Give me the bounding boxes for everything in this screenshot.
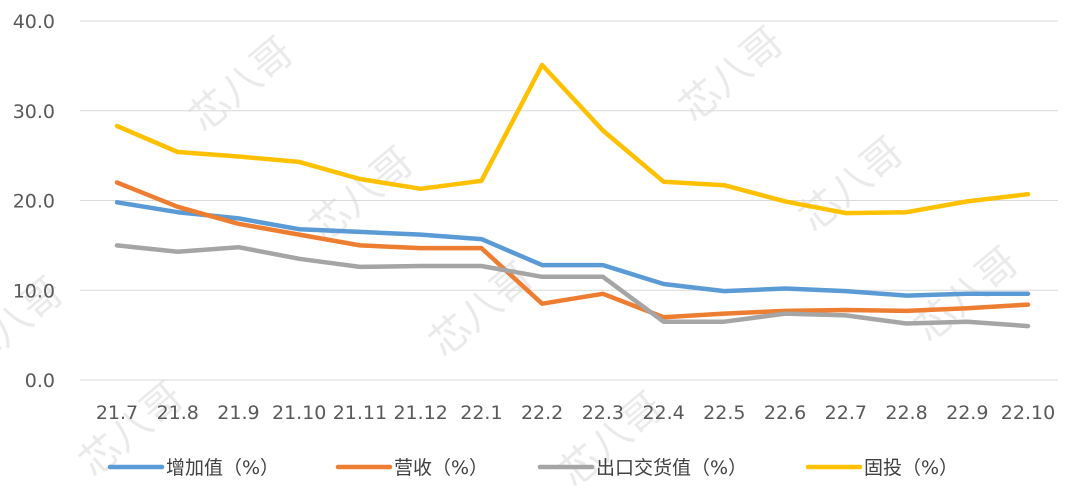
- y-tick-label: 40.0: [13, 11, 55, 33]
- x-tick-label: 22.5: [703, 402, 745, 424]
- x-tick-label: 22.8: [885, 402, 927, 424]
- x-tick-label: 22.7: [825, 402, 867, 424]
- x-tick-label: 22.1: [460, 402, 502, 424]
- watermark-text: 芯八哥: [181, 29, 302, 141]
- legend-label: 出口交货值（%）: [596, 457, 747, 479]
- series-line-3: [114, 62, 1031, 216]
- legend-label: 增加值（%）: [166, 457, 279, 479]
- x-tick-label: 21.8: [157, 402, 199, 424]
- watermark-text: 芯八哥: [421, 254, 542, 366]
- x-tick-label: 22.6: [764, 402, 806, 424]
- y-tick-label: 0.0: [25, 370, 55, 392]
- series-line-2: [114, 243, 1031, 329]
- x-tick-label: 22.9: [946, 402, 988, 424]
- x-tick-label: 21.11: [333, 402, 387, 424]
- legend: 增加值（%） 营收（%） 出口交货值（%） 固投（%）: [107, 457, 958, 479]
- legend-label: 营收（%）: [394, 457, 488, 479]
- series-line-0: [114, 200, 1031, 298]
- x-tick-label: 22.4: [642, 402, 684, 424]
- x-tick-label: 21.12: [393, 402, 447, 424]
- x-tick-label: 21.9: [217, 402, 259, 424]
- legend-label: 固投（%）: [864, 457, 958, 479]
- y-axis-ticks: 0.0 10.0 20.0 30.0 40.0: [13, 11, 55, 392]
- x-tick-label: 21.7: [96, 402, 138, 424]
- x-tick-label: 22.3: [582, 402, 624, 424]
- series-lines: [114, 62, 1031, 329]
- x-tick-label: 22.2: [521, 402, 563, 424]
- series-line-1: [114, 180, 1031, 320]
- y-tick-label: 10.0: [13, 280, 55, 302]
- x-axis-ticks: 21.7 21.8 21.9 21.10 21.11 21.12 22.1 22.2 22.3 2…: [96, 402, 1055, 424]
- x-tick-label: 22.10: [1001, 402, 1055, 424]
- gridlines: [80, 20, 1058, 381]
- watermark-text: 芯八哥: [671, 19, 792, 131]
- x-tick-label: 21.10: [272, 402, 326, 424]
- y-tick-label: 20.0: [13, 191, 55, 213]
- y-tick-label: 30.0: [13, 101, 55, 123]
- watermark-text: 芯八哥: [791, 129, 912, 241]
